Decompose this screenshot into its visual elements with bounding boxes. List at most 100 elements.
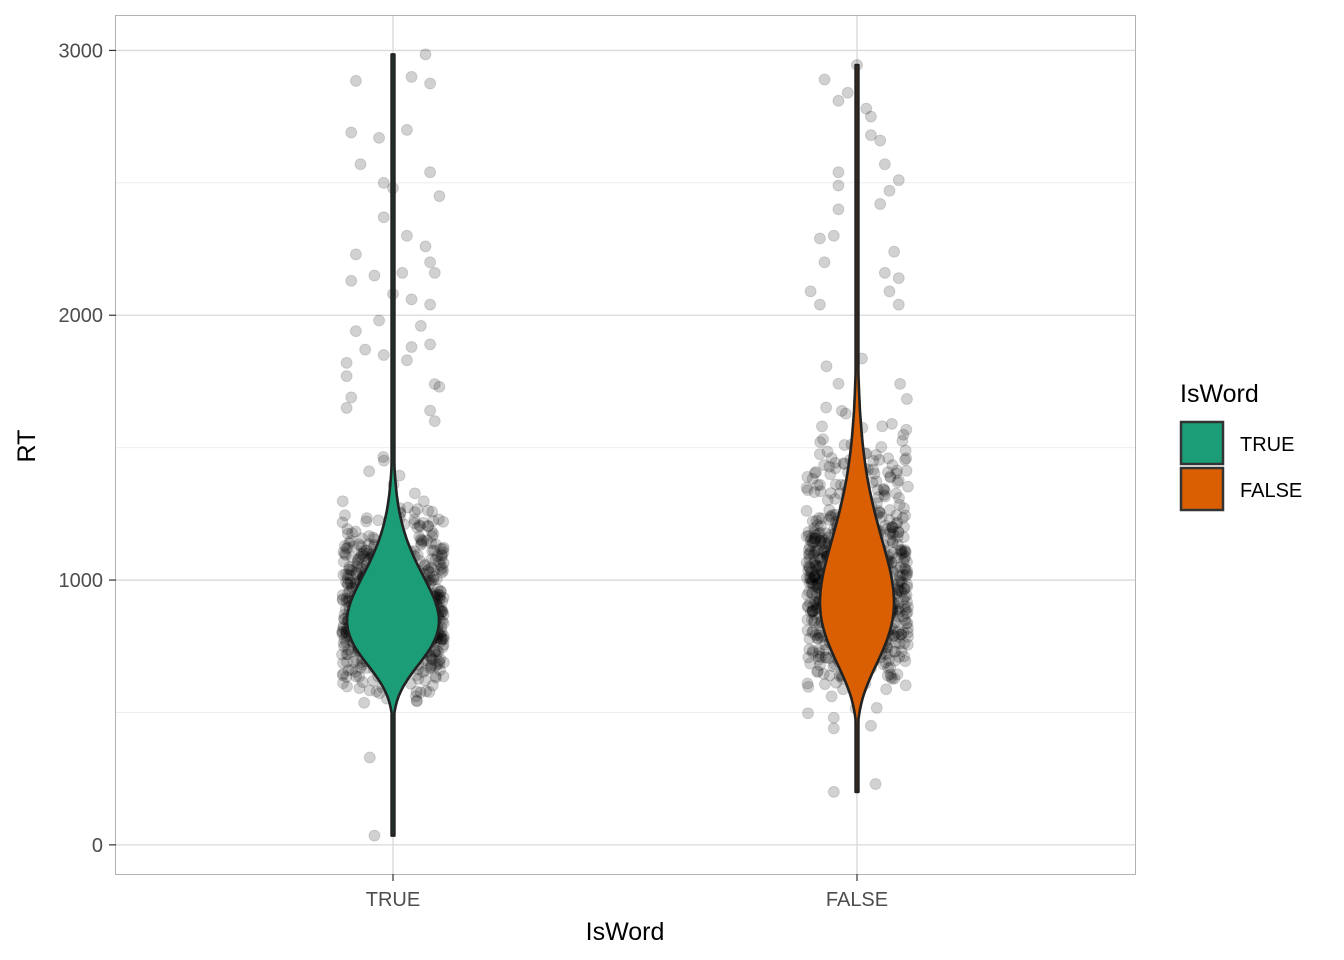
- jitter-point: [877, 483, 890, 496]
- jitter-point: [435, 548, 448, 561]
- jitter-point: [899, 509, 912, 522]
- y-tick-label: 2000: [59, 305, 104, 327]
- outlier-point: [405, 70, 418, 83]
- jitter-point: [336, 669, 349, 682]
- jitter-point: [346, 564, 359, 577]
- outlier-point: [424, 77, 437, 90]
- jitter-point: [807, 536, 820, 549]
- outlier-point: [883, 184, 896, 197]
- jitter-point: [901, 626, 914, 639]
- jitter-point: [417, 495, 430, 508]
- y-tick-label: 0: [92, 835, 103, 857]
- jitter-point: [900, 607, 913, 620]
- jitter-point: [890, 509, 903, 522]
- jitter-point: [893, 491, 906, 504]
- legend-title: IsWord: [1180, 380, 1259, 408]
- jitter-point: [803, 540, 816, 553]
- jitter-point: [803, 553, 816, 566]
- jitter-point: [810, 563, 823, 576]
- jitter-point: [811, 665, 824, 678]
- outlier-point: [373, 314, 386, 327]
- jitter-point: [894, 561, 907, 574]
- outlier-point: [368, 829, 381, 842]
- x-axis-title: IsWord: [586, 918, 665, 946]
- jitter-point: [358, 696, 371, 709]
- jitter-point: [436, 595, 449, 608]
- jitter-point: [896, 434, 909, 447]
- jitter-point: [341, 680, 354, 693]
- jitter-point: [900, 555, 913, 568]
- jitter-point: [821, 445, 834, 458]
- outlier-point: [424, 166, 437, 179]
- jitter-point: [878, 485, 891, 498]
- jitter-point: [900, 452, 913, 465]
- jitter-point: [431, 549, 444, 562]
- jitter-point: [347, 540, 360, 553]
- jitter-point: [886, 521, 899, 534]
- jitter-point: [422, 520, 435, 533]
- jitter-point: [434, 664, 447, 677]
- jitter-point: [422, 519, 435, 532]
- jitter-point: [430, 573, 443, 586]
- jitter-point: [894, 585, 907, 598]
- jitter-point: [429, 671, 442, 684]
- jitter-point: [343, 537, 356, 550]
- jitter-point: [426, 544, 439, 557]
- jitter-point: [829, 462, 842, 475]
- jitter-point: [338, 539, 351, 552]
- jitter-point: [899, 569, 912, 582]
- outlier-point: [424, 298, 437, 311]
- jitter-point: [432, 555, 445, 568]
- outlier-point: [424, 256, 437, 269]
- jitter-point: [898, 502, 911, 515]
- jitter-point: [897, 593, 910, 606]
- outlier-point: [400, 354, 413, 367]
- jitter-point: [873, 453, 886, 466]
- jitter-point: [804, 571, 817, 584]
- jitter-point: [896, 568, 909, 581]
- jitter-point: [898, 650, 911, 663]
- jitter-point: [430, 644, 443, 657]
- outlier-point: [813, 298, 826, 311]
- jitter-point: [411, 521, 424, 534]
- jitter-point: [414, 520, 427, 533]
- jitter-point: [883, 504, 896, 517]
- jitter-point: [800, 530, 813, 543]
- outlier-point: [818, 256, 831, 269]
- jitter-point: [884, 661, 897, 674]
- jitter-point: [897, 626, 910, 639]
- jitter-point: [425, 659, 438, 672]
- jitter-point: [890, 487, 903, 500]
- jitter-point: [810, 514, 823, 527]
- jitter-point: [425, 652, 438, 665]
- jitter-point: [808, 570, 821, 583]
- y-tick-label: 1000: [59, 570, 104, 592]
- jitter-point: [815, 420, 828, 433]
- outlier-point: [368, 269, 381, 282]
- outlier-point: [832, 94, 845, 107]
- jitter-point: [351, 560, 364, 573]
- jitter-point: [422, 504, 435, 517]
- jitter-point: [813, 526, 826, 539]
- outlier-point: [864, 719, 877, 732]
- outlier-point: [349, 248, 362, 261]
- jitter-point: [350, 670, 363, 683]
- outlier-point: [864, 129, 877, 142]
- jitter-point: [803, 585, 816, 598]
- jitter-point: [839, 407, 852, 420]
- jitter-point: [895, 574, 908, 587]
- jitter-point: [870, 448, 883, 461]
- jitter-point: [868, 467, 881, 480]
- jitter-point: [901, 480, 914, 493]
- jitter-point: [429, 659, 442, 672]
- jitter-point: [803, 571, 816, 584]
- jitter-point: [900, 392, 913, 405]
- outlier-point: [373, 131, 386, 144]
- outlier-point: [827, 722, 840, 735]
- jitter-point: [894, 377, 907, 390]
- y-axis-title: RT: [13, 430, 41, 463]
- outlier-point: [892, 298, 905, 311]
- jitter-point: [363, 684, 376, 697]
- jitter-point: [801, 677, 814, 690]
- jitter-point: [886, 672, 899, 685]
